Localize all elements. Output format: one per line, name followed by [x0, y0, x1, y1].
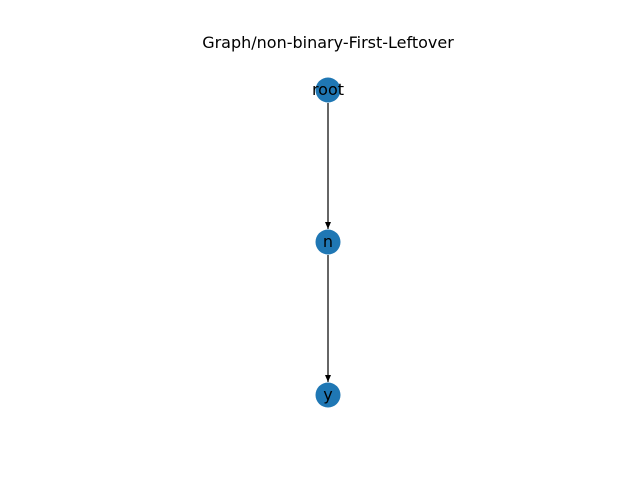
node-n-label: n	[323, 232, 333, 251]
node-root: root	[312, 77, 344, 103]
diagram-title: Graph/non-binary-First-Leftover	[202, 33, 454, 52]
node-n-circle	[315, 229, 341, 255]
nodes-group: root n y	[312, 77, 344, 408]
node-root-label: root	[312, 80, 344, 99]
node-n: n	[315, 229, 341, 255]
node-root-circle	[315, 77, 341, 103]
node-y-label: y	[323, 385, 332, 404]
node-y-circle	[315, 382, 341, 408]
node-y: y	[315, 382, 341, 408]
